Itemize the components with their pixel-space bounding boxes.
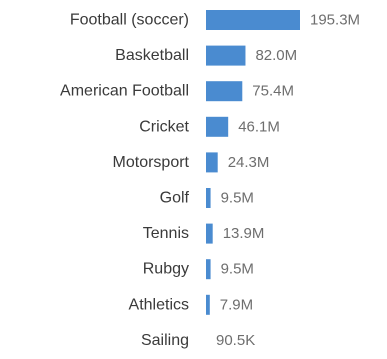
bar xyxy=(206,81,243,102)
category-label: Cricket xyxy=(139,118,189,135)
category-label: Golf xyxy=(160,190,190,207)
bar xyxy=(206,116,229,137)
bars xyxy=(206,10,300,315)
value-label: 13.9M xyxy=(223,225,265,242)
category-label: Tennis xyxy=(143,225,189,242)
category-label: Motorsport xyxy=(113,154,190,171)
category-label: Football (soccer) xyxy=(70,12,189,29)
category-labels: Football (soccer) Basketball American Foot… xyxy=(60,12,190,349)
value-label: 24.3M xyxy=(228,154,270,171)
value-label: 9.5M xyxy=(221,190,254,207)
bar xyxy=(206,259,211,280)
value-label: 82.0M xyxy=(255,47,297,64)
bar xyxy=(206,152,218,173)
value-label: 195.3M xyxy=(310,12,360,29)
value-label: 7.9M xyxy=(220,296,253,313)
category-label: Basketball xyxy=(115,47,189,64)
value-label: 90.5K xyxy=(216,332,255,349)
bar xyxy=(206,45,246,66)
category-label: American Football xyxy=(60,83,189,100)
category-label: Athletics xyxy=(129,296,189,313)
category-label: Sailing xyxy=(141,332,189,349)
value-label: 46.1M xyxy=(238,118,280,135)
bar xyxy=(206,188,211,208)
value-labels: 195.3M 82.0M 75.4M 46.1M 24.3M 9.5M 13.9M 9.5M 7… xyxy=(216,12,360,349)
bar xyxy=(206,223,213,244)
bar xyxy=(206,294,210,315)
bar xyxy=(206,10,300,30)
value-label: 9.5M xyxy=(221,261,254,278)
category-label: Rubgy xyxy=(143,261,189,278)
value-label: 75.4M xyxy=(252,83,294,100)
